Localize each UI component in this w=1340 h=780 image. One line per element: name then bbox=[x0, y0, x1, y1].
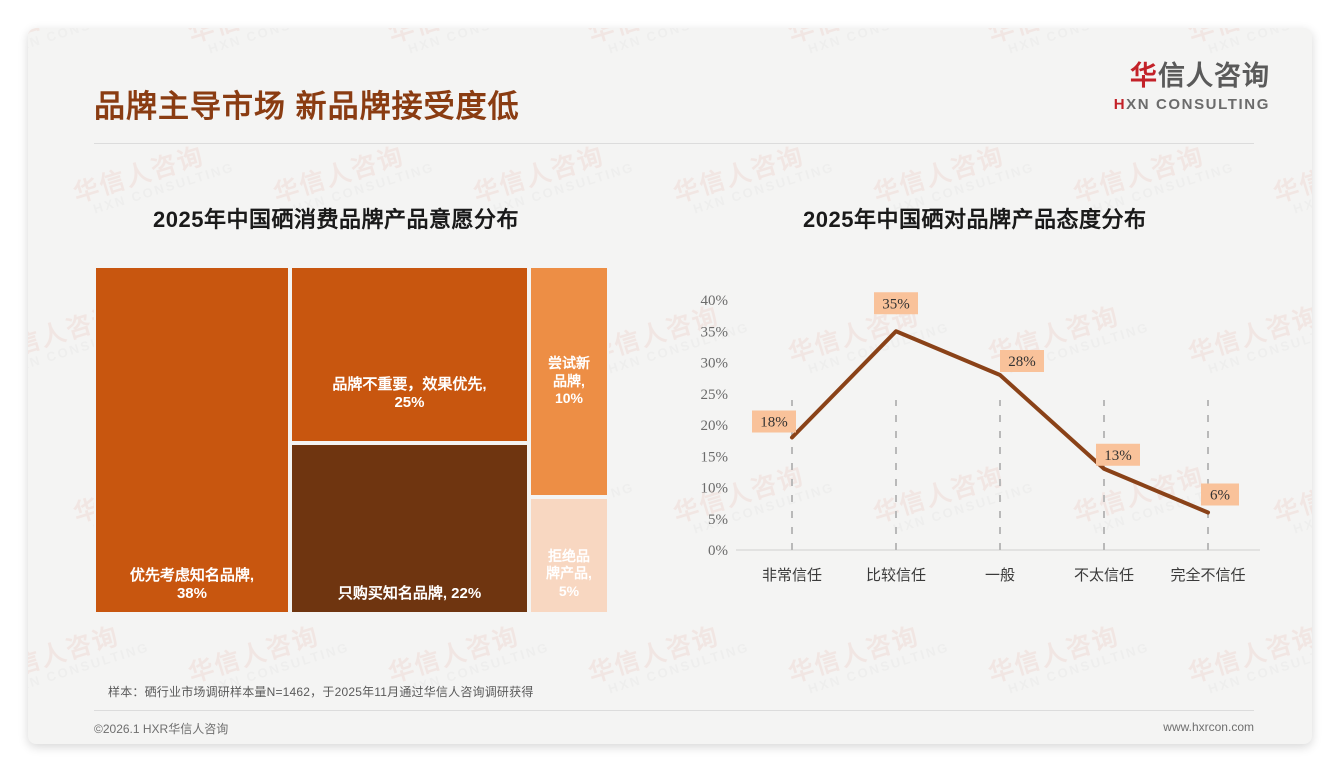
treemap-cell-priority-known-brand[interactable]: 优先考虑知名品牌, 38% bbox=[94, 266, 290, 614]
logo-en-rest: XN CONSULTING bbox=[1126, 96, 1270, 113]
x-axis-tick-label: 非常信任 bbox=[762, 567, 822, 584]
line-chart-svg: 0% 5% 10% 15% 20% 25% 30% 35% 40% 18% 35% 28% 13% 6% 非… bbox=[701, 292, 1260, 584]
line-chart: 0% 5% 10% 15% 20% 25% 30% 35% 40% 18% 35% 28% 13% 6% 非… bbox=[668, 278, 1278, 618]
y-axis-tick-label: 5% bbox=[708, 512, 728, 528]
x-axis-tick-label: 完全不信任 bbox=[1170, 566, 1245, 584]
slide-header: 品牌主导市场 新品牌接受度低 华信人咨询 HXN CONSULTING bbox=[28, 28, 1312, 148]
treemap-cell-label: 优先考虑知名品牌, 38% bbox=[126, 567, 258, 605]
footer-website[interactable]: www.hxrcon.com bbox=[1163, 720, 1254, 734]
logo-chinese-text: 华信人咨询 bbox=[1114, 63, 1270, 90]
treemap-cell-label: 只购买知名品牌, 22% bbox=[334, 585, 485, 604]
data-label-background bbox=[1201, 483, 1239, 506]
treemap-cell-value: 10% bbox=[554, 390, 584, 407]
y-axis-tick-label: 35% bbox=[701, 324, 729, 340]
treemap-cell-value: 25% bbox=[394, 394, 425, 412]
logo-english-text: HXN CONSULTING bbox=[1114, 97, 1270, 112]
treemap-cell-reject-brand-products[interactable]: 拒绝品 牌产品, 5% bbox=[529, 497, 609, 614]
y-axis-tick-label: 30% bbox=[701, 356, 729, 372]
source-footnote: 样本：硒行业市场调研样本量N=1462，于2025年11月通过华信人咨询调研获得 bbox=[108, 685, 534, 699]
data-label-text: 6% bbox=[1210, 488, 1230, 504]
treemap-cell-only-known-brand[interactable]: 只购买知名品牌, 22% bbox=[290, 443, 529, 614]
treemap-cell-label: 尝试新 品牌, 10% bbox=[548, 355, 590, 407]
x-axis-tick-label: 比较信任 bbox=[866, 566, 926, 584]
treemap-cell-text: 只购买知名品牌, 22% bbox=[337, 585, 482, 603]
x-axis-tick-label: 一般 bbox=[985, 567, 1015, 584]
y-axis-tick-label: 0% bbox=[708, 543, 728, 559]
data-label-background bbox=[752, 410, 796, 433]
y-axis-tick-label: 10% bbox=[701, 481, 729, 497]
treemap-cell-text: 优先考虑知名品牌, bbox=[129, 566, 255, 584]
treemap-chart: 优先考虑知名品牌, 38% 品牌不重要，效果优先, 25% 只购买知名品牌, 2… bbox=[94, 266, 609, 614]
footer-divider bbox=[94, 710, 1254, 711]
treemap-cell-value: 38% bbox=[176, 585, 207, 603]
data-label-background bbox=[874, 292, 918, 315]
logo-en-accent: H bbox=[1113, 96, 1127, 113]
y-axis-tick-label: 15% bbox=[701, 449, 729, 465]
y-axis-tick-label: 20% bbox=[701, 418, 729, 434]
treemap-cell-brand-unimportant[interactable]: 品牌不重要，效果优先, 25% bbox=[290, 266, 529, 443]
data-label-text: 28% bbox=[1008, 354, 1036, 370]
treemap-cell-label: 拒绝品 牌产品, 5% bbox=[546, 547, 592, 599]
header-divider bbox=[94, 143, 1254, 144]
data-label-text: 35% bbox=[882, 296, 910, 312]
treemap-cell-try-new-brand[interactable]: 尝试新 品牌, 10% bbox=[529, 266, 609, 497]
footer-copyright: ©2026.1 HXR华信人咨询 bbox=[94, 722, 229, 736]
treemap-cell-text: 品牌不重要，效果优先, bbox=[332, 375, 487, 393]
right-chart-title: 2025年中国硒对品牌产品态度分布 bbox=[803, 207, 1147, 232]
y-axis-tick-label: 40% bbox=[701, 293, 729, 309]
treemap-cell-label: 品牌不重要，效果优先, 25% bbox=[328, 376, 490, 414]
left-chart-title: 2025年中国硒消费品牌产品意愿分布 bbox=[153, 207, 519, 232]
x-axis-tick-label: 不太信任 bbox=[1074, 567, 1134, 584]
data-label-background bbox=[1096, 443, 1140, 466]
data-label-text: 18% bbox=[760, 415, 788, 431]
data-label-background bbox=[1000, 350, 1044, 372]
data-series-line bbox=[790, 329, 1210, 515]
logo-accent-char: 华 bbox=[1130, 61, 1158, 91]
treemap-cell-value: 5% bbox=[558, 582, 580, 599]
y-axis-tick-label: 25% bbox=[701, 387, 729, 403]
logo-chinese-rest: 信人咨询 bbox=[1158, 61, 1270, 91]
company-logo: 华信人咨询 HXN CONSULTING bbox=[1114, 63, 1270, 113]
page-title: 品牌主导市场 新品牌接受度低 bbox=[94, 89, 520, 124]
data-label-text: 13% bbox=[1104, 448, 1132, 464]
